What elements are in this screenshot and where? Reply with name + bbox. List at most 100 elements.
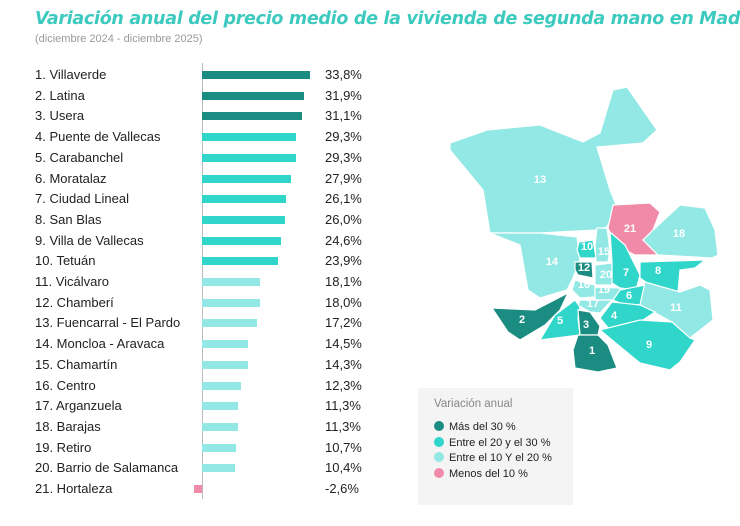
- bar: [202, 236, 281, 245]
- bar: [193, 485, 202, 493]
- district-number: 18: [673, 228, 685, 240]
- legend-item: Entre el 20 y el 30 %: [434, 436, 551, 449]
- bar-value-label: 24,6%: [325, 232, 362, 248]
- district-number: 9: [646, 339, 652, 351]
- district-number: 17: [587, 298, 599, 310]
- bar: [202, 215, 286, 224]
- bar: [202, 402, 239, 411]
- bar-label: 2. Latina: [35, 87, 85, 103]
- bar: [202, 298, 260, 307]
- bar: [202, 381, 242, 390]
- bar-row: 21. Hortaleza -2,6%: [0, 479, 400, 499]
- legend-label: Más del 30 %: [449, 421, 516, 433]
- legend-item: Menos del 10 %: [434, 467, 528, 480]
- legend-title: Variación anual: [434, 398, 513, 410]
- bar-label: 8. San Blas: [35, 211, 102, 227]
- bar-row: 14. Moncloa - Aravaca 14,5%: [0, 334, 400, 354]
- bar: [202, 360, 248, 369]
- district-number: 15: [598, 246, 610, 258]
- bar: [202, 340, 249, 349]
- bar-label: 11. Vicálvaro: [35, 274, 109, 289]
- bar-value-label: 12,3%: [325, 377, 362, 393]
- bar: [202, 195, 286, 204]
- legend-swatch-icon: [434, 421, 444, 431]
- bar-label: 21. Hortaleza: [35, 481, 113, 496]
- bar-row: 12. Chamberí 18,0%: [0, 293, 400, 313]
- chart-subtitle: (diciembre 2024 - diciembre 2025): [35, 33, 203, 45]
- district-3: [577, 309, 601, 336]
- bar-label: 17. Arganzuela: [35, 398, 122, 414]
- bar-row: 11. Vicálvaro 18,1%: [0, 272, 400, 292]
- district-number: 4: [611, 310, 618, 322]
- bar-row: 17. Arganzuela 11,3%: [0, 396, 400, 416]
- district-number: 8: [655, 265, 661, 277]
- district-number: 12: [578, 262, 590, 274]
- bar-value-label: 23,9%: [325, 253, 362, 269]
- legend-swatch-icon: [434, 467, 444, 478]
- district-number: 1: [589, 345, 595, 357]
- legend-swatch-icon: [434, 452, 444, 462]
- bar-value-label: 31,1%: [325, 108, 362, 124]
- bar-row: 20. Barrio de Salamanca 10,4%: [0, 458, 400, 478]
- bar-value-label: 33,8%: [325, 67, 362, 82]
- district-number: 6: [626, 290, 632, 302]
- bar-row: 3. Usera 31,1%: [0, 106, 400, 126]
- bar-label: 6. Moratalaz: [35, 170, 107, 186]
- bar: [202, 112, 302, 121]
- bar-value-label: 10,4%: [325, 460, 362, 476]
- bar-row: 2. Latina 31,9%: [0, 86, 400, 106]
- bar-row: 5. Carabanchel 29,3%: [0, 148, 400, 168]
- bar: [202, 319, 258, 328]
- district-number: 3: [583, 319, 589, 331]
- bar: [202, 174, 292, 183]
- bar-row: 19. Retiro 10,7%: [0, 438, 400, 458]
- bar: [202, 133, 296, 142]
- district-1: [572, 334, 618, 373]
- legend-label: Entre el 10 Y el 20 %: [449, 452, 552, 464]
- bar-value-label: 11,3%: [325, 398, 361, 414]
- bar-row: 15. Chamartín 14,3%: [0, 355, 400, 375]
- district-number: 21: [624, 223, 636, 235]
- legend-item: Más del 30 %: [434, 421, 516, 433]
- district-5: [538, 299, 581, 341]
- district-number: 14: [546, 256, 559, 268]
- bar-label: 14. Moncloa - Aravaca: [35, 336, 165, 352]
- bar-value-label: 11,3%: [325, 418, 361, 434]
- bar-value-label: 26,0%: [325, 211, 362, 227]
- district-number: 11: [670, 302, 682, 314]
- bar-label: 4. Puente de Vallecas: [35, 129, 161, 145]
- bar-label: 13. Fuencarral - El Pardo: [35, 315, 181, 331]
- bar-value-label: 27,9%: [325, 170, 362, 186]
- district-14: [489, 232, 581, 299]
- district-10: [576, 239, 597, 259]
- bar-value-label: 17,2%: [325, 315, 362, 331]
- bar: [202, 91, 305, 100]
- chart-title: Variación anual del precio medio de la v…: [35, 9, 740, 29]
- legend-swatch-icon: [434, 436, 444, 447]
- district-2: [490, 291, 570, 341]
- district-9: [598, 319, 696, 371]
- bar-label: 18. Barajas: [35, 418, 101, 434]
- bar-label: 9. Villa de Vallecas: [35, 232, 144, 248]
- bar-value-label: 14,5%: [325, 336, 362, 352]
- bar-row: 13. Fuencarral - El Pardo 17,2%: [0, 313, 400, 333]
- bar-row: 4. Puente de Vallecas 29,3%: [0, 127, 400, 147]
- bar: [202, 257, 279, 266]
- bar-label: 3. Usera: [35, 108, 85, 124]
- bar-row: 7. Ciudad Lineal 26,1%: [0, 189, 400, 209]
- district-number: 5: [557, 315, 563, 327]
- bar-value-label: 29,3%: [325, 129, 362, 145]
- bar-row: 9. Villa de Vallecas 24,6%: [0, 231, 400, 251]
- district-16: [571, 279, 596, 299]
- bar-value-label: 18,0%: [325, 294, 362, 310]
- legend-item: Entre el 10 Y el 20 %: [434, 452, 552, 464]
- bar: [202, 71, 311, 79]
- bar-label: 19. Retiro: [35, 439, 92, 455]
- bar-value-label: 10,7%: [325, 439, 362, 455]
- district-15: [594, 227, 611, 263]
- bar-label: 5. Carabanchel: [35, 149, 124, 165]
- bar-row: 1. Villaverde 33,8%: [0, 65, 400, 85]
- district-18: [642, 204, 719, 259]
